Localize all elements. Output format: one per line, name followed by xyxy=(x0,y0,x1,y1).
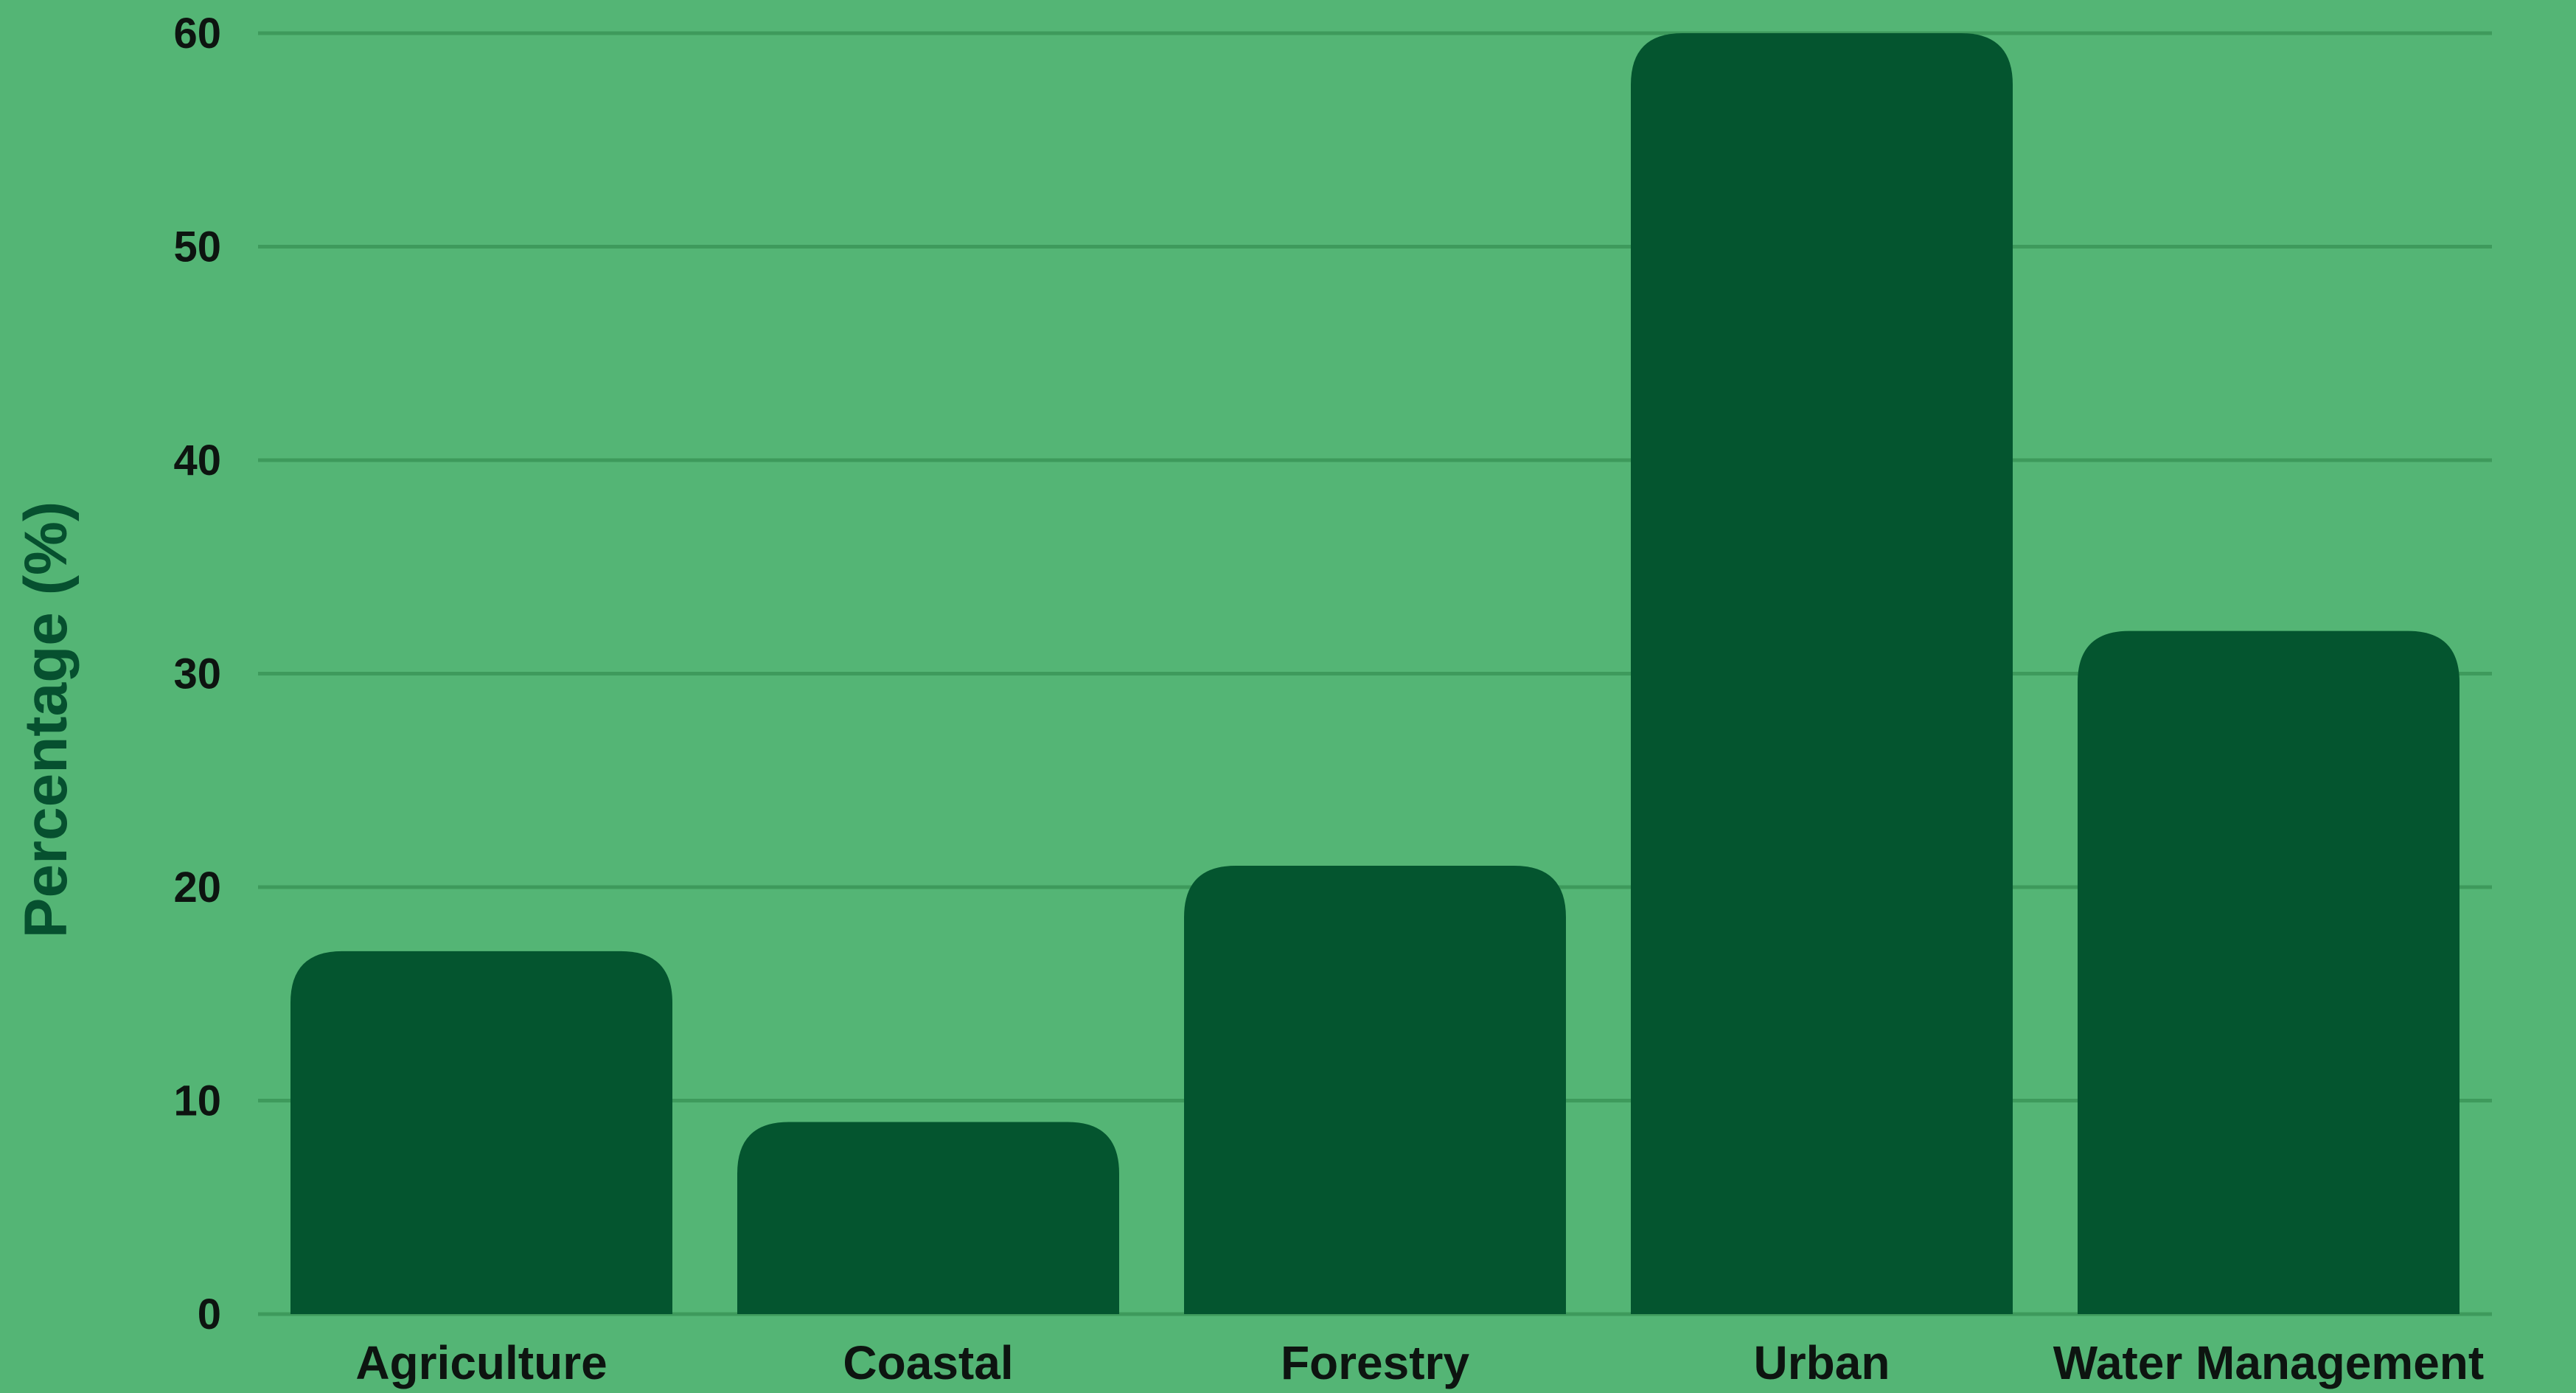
bar-forestry xyxy=(1184,866,1566,1314)
x-tick-label: Water Management xyxy=(2053,1336,2484,1389)
y-tick-label: 0 xyxy=(198,1290,221,1338)
y-tick-label: 30 xyxy=(173,650,221,698)
y-tick-label: 20 xyxy=(173,864,221,911)
bar-water-management xyxy=(2078,631,2460,1314)
x-tick-label: Forestry xyxy=(1281,1336,1470,1389)
bar-urban xyxy=(1631,33,2013,1314)
y-tick-label: 50 xyxy=(173,223,221,271)
bar-coastal xyxy=(737,1122,1119,1314)
x-tick-label: Coastal xyxy=(843,1336,1013,1389)
y-tick-label: 60 xyxy=(173,10,221,58)
y-tick-label: 10 xyxy=(173,1077,221,1125)
bar-agriculture xyxy=(290,951,672,1314)
bars xyxy=(290,33,2460,1314)
x-tick-label: Agriculture xyxy=(355,1336,607,1389)
y-tick-label: 40 xyxy=(173,437,221,484)
y-axis-ticks: 0 10 20 30 40 50 60 xyxy=(173,10,221,1338)
x-tick-label: Urban xyxy=(1754,1336,1890,1389)
x-axis-ticks: Agriculture Coastal Forestry Urban Water Man… xyxy=(355,1336,2484,1389)
y-axis-title: Percentage (%) xyxy=(13,501,80,938)
